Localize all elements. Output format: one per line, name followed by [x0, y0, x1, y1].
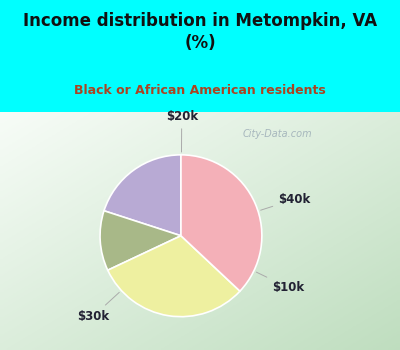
Text: $20k: $20k	[166, 110, 198, 152]
Text: Black or African American residents: Black or African American residents	[74, 84, 326, 97]
Text: $40k: $40k	[261, 193, 310, 210]
Wedge shape	[108, 236, 240, 317]
Wedge shape	[181, 155, 262, 291]
Text: Income distribution in Metompkin, VA
(%): Income distribution in Metompkin, VA (%)	[23, 12, 377, 52]
Text: $10k: $10k	[256, 272, 304, 294]
Wedge shape	[104, 155, 181, 236]
Wedge shape	[100, 211, 181, 270]
Text: City-Data.com: City-Data.com	[242, 129, 312, 139]
Text: $30k: $30k	[77, 292, 119, 323]
